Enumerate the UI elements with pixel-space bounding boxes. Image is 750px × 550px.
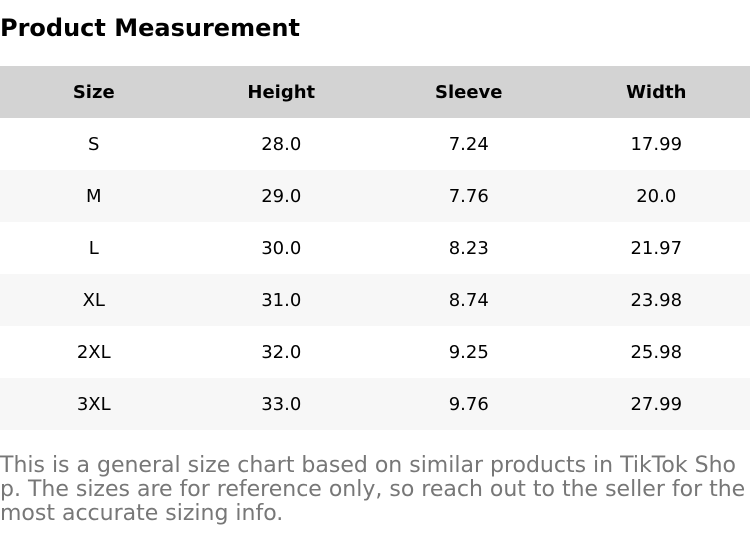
table-cell: XL <box>0 274 188 326</box>
table-cell: 25.98 <box>562 326 750 378</box>
table-cell: 30.0 <box>187 222 375 274</box>
table-cell: S <box>0 118 188 170</box>
column-header: Height <box>187 66 375 118</box>
table-cell: 32.0 <box>187 326 375 378</box>
table-cell: 7.76 <box>375 170 563 222</box>
table-cell: 28.0 <box>187 118 375 170</box>
table-cell: 23.98 <box>562 274 750 326</box>
table-row: L 30.0 8.23 21.97 <box>0 222 750 274</box>
table-head: Size Height Sleeve Width <box>0 66 750 118</box>
column-header: Size <box>0 66 188 118</box>
table-body: S 28.0 7.24 17.99 M 29.0 7.76 20.0 L 30.0 8.23 21.9… <box>0 118 750 430</box>
table-row: S 28.0 7.24 17.99 <box>0 118 750 170</box>
table-cell: 9.76 <box>375 378 563 430</box>
table-cell: M <box>0 170 188 222</box>
table-cell: 33.0 <box>187 378 375 430</box>
table-cell: 3XL <box>0 378 188 430</box>
table-cell: 17.99 <box>562 118 750 170</box>
table-cell: 8.74 <box>375 274 563 326</box>
table-cell: 29.0 <box>187 170 375 222</box>
table-cell: 21.97 <box>562 222 750 274</box>
table-cell: 31.0 <box>187 274 375 326</box>
table-cell: 20.0 <box>562 170 750 222</box>
header-row: Size Height Sleeve Width <box>0 66 750 118</box>
footer-note: This is a general size chart based on si… <box>0 453 746 526</box>
table-cell: 9.25 <box>375 326 563 378</box>
size-table: Size Height Sleeve Width S 28.0 7.24 17.99 M 29.… <box>0 66 750 430</box>
table-row: 3XL 33.0 9.76 27.99 <box>0 378 750 430</box>
title: Product Measurement <box>0 14 300 42</box>
table-cell: 7.24 <box>375 118 563 170</box>
column-header: Sleeve <box>375 66 563 118</box>
table-cell: 2XL <box>0 326 188 378</box>
table-cell: 8.23 <box>375 222 563 274</box>
table-cell: L <box>0 222 188 274</box>
table-cell: 27.99 <box>562 378 750 430</box>
table-row: 2XL 32.0 9.25 25.98 <box>0 326 750 378</box>
table-row: M 29.0 7.76 20.0 <box>0 170 750 222</box>
column-header: Width <box>562 66 750 118</box>
table-row: XL 31.0 8.74 23.98 <box>0 274 750 326</box>
